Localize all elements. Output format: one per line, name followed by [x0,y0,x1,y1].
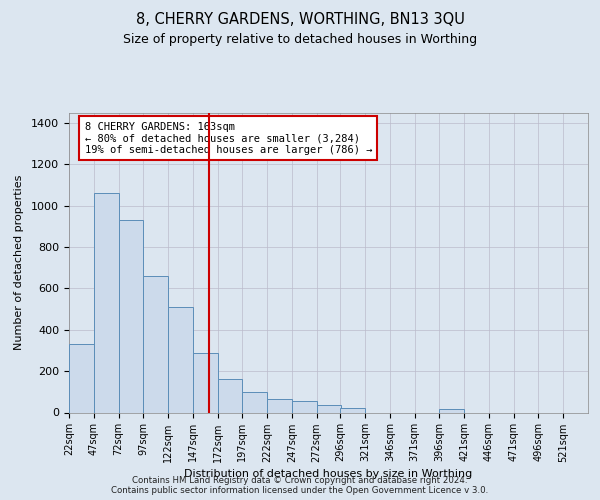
Bar [119,220,143,412]
Bar [143,276,168,412]
Bar [317,406,341,412]
Bar [267,399,292,412]
Bar [439,410,464,412]
Text: Size of property relative to detached houses in Worthing: Size of property relative to detached ho… [123,32,477,46]
Bar [69,344,94,412]
Bar [193,352,218,412]
Bar [340,408,365,412]
Bar [168,307,193,412]
Bar [94,193,119,412]
Bar [242,392,267,412]
Bar [218,380,242,412]
Text: Contains HM Land Registry data © Crown copyright and database right 2024.: Contains HM Land Registry data © Crown c… [132,476,468,485]
Bar [292,401,317,412]
Y-axis label: Number of detached properties: Number of detached properties [14,175,24,350]
X-axis label: Distribution of detached houses by size in Worthing: Distribution of detached houses by size … [184,468,473,478]
Text: 8 CHERRY GARDENS: 163sqm
← 80% of detached houses are smaller (3,284)
19% of sem: 8 CHERRY GARDENS: 163sqm ← 80% of detach… [85,122,372,154]
Text: Contains public sector information licensed under the Open Government Licence v : Contains public sector information licen… [112,486,488,495]
Text: 8, CHERRY GARDENS, WORTHING, BN13 3QU: 8, CHERRY GARDENS, WORTHING, BN13 3QU [136,12,464,28]
